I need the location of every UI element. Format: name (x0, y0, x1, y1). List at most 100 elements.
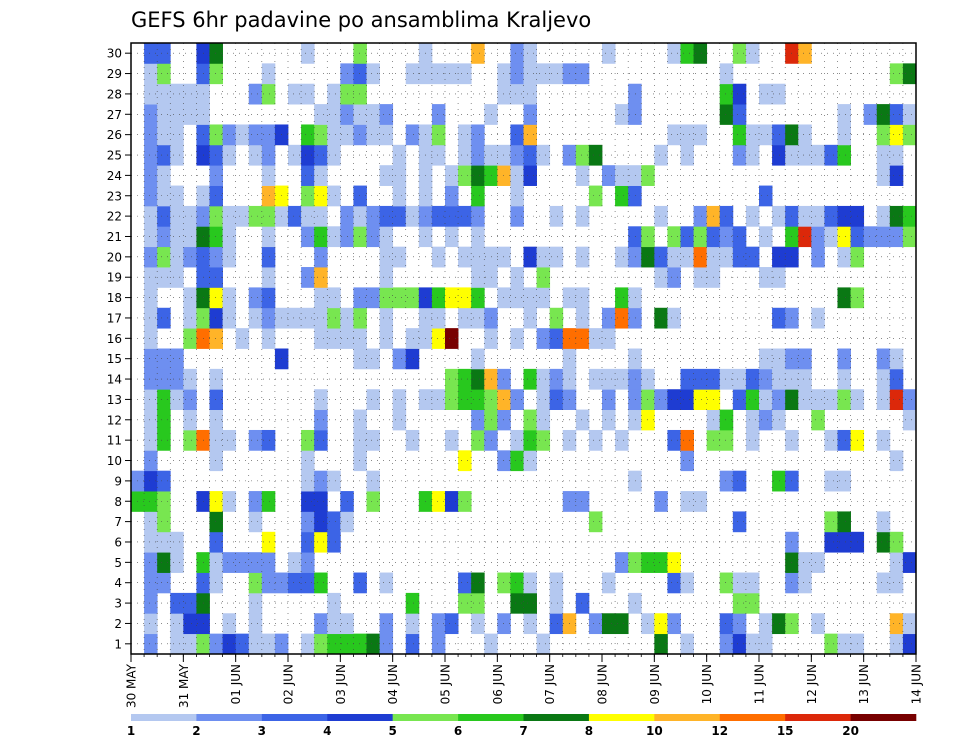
heatmap-cell (536, 144, 551, 166)
heatmap-cell (431, 246, 446, 268)
heatmap-cell (379, 633, 394, 655)
heatmap-cell (497, 572, 511, 594)
heatmap-cell (510, 450, 524, 472)
heatmap-cell (314, 613, 328, 635)
heatmap-cell (379, 124, 394, 146)
heatmap-cell (745, 144, 760, 166)
heatmap-cell (798, 572, 812, 594)
heatmap-cell (549, 307, 564, 329)
heatmap-cell (261, 287, 276, 309)
heatmap-cell (811, 205, 825, 227)
heatmap-cell (889, 552, 904, 573)
heatmap-cell (772, 83, 786, 105)
heatmap-cell (863, 226, 878, 248)
heatmap-cell (445, 185, 459, 207)
heatmap-cell (745, 43, 760, 64)
heatmap-cell (536, 267, 551, 288)
heatmap-cell (732, 246, 747, 268)
heatmap-cell (471, 287, 485, 309)
heatmap-cell (458, 491, 472, 512)
heatmap-cell (248, 83, 263, 105)
heatmap-cell (183, 226, 197, 248)
heatmap-cell (170, 613, 184, 635)
heatmap-cell (209, 144, 223, 166)
heatmap-cell (431, 389, 446, 410)
heatmap-cell (575, 409, 590, 431)
heatmap-cell (261, 572, 276, 594)
heatmap-cell (536, 368, 551, 390)
heatmap-cell (654, 267, 668, 288)
heatmap-cell (732, 104, 747, 125)
heatmap-cell (876, 124, 891, 146)
heatmap-cell (484, 246, 498, 268)
heatmap-cell (353, 450, 367, 472)
heatmap-cell (575, 144, 590, 166)
heatmap-cell (314, 633, 328, 655)
heatmap-cell (772, 409, 786, 431)
heatmap-cell (431, 144, 446, 166)
heatmap-cell (261, 165, 276, 186)
heatmap-cell (314, 267, 328, 288)
heatmap-cell (209, 552, 223, 573)
y-tick-label: 13 (107, 393, 122, 407)
heatmap-cell (183, 287, 197, 309)
heatmap-cell (628, 592, 642, 614)
y-tick-label: 3 (114, 597, 122, 611)
y-tick-label: 23 (107, 189, 122, 203)
heatmap-cell (379, 328, 394, 349)
heatmap-cell (523, 572, 537, 594)
heatmap-cell (379, 267, 394, 288)
heatmap-cell (471, 165, 485, 186)
heatmap-cell (157, 185, 171, 207)
heatmap-cell (301, 124, 315, 146)
y-tick-label: 20 (107, 250, 122, 264)
legend-label: 1 (127, 724, 135, 738)
heatmap-cell (680, 491, 694, 512)
heatmap-cell (719, 226, 734, 248)
heatmap-cell (575, 307, 590, 329)
heatmap-cell (144, 144, 158, 166)
heatmap-cell (889, 205, 904, 227)
heatmap-cell (471, 613, 485, 635)
heatmap-cell (183, 368, 197, 390)
heatmap-cell (549, 205, 564, 227)
heatmap-cell (301, 144, 315, 166)
y-tick-label: 24 (107, 169, 122, 183)
heatmap-cell (732, 613, 747, 635)
heatmap-cell (889, 368, 904, 390)
heatmap-cell (654, 491, 668, 512)
heatmap-cell (876, 226, 891, 248)
heatmap-cell (798, 205, 812, 227)
heatmap-cell (772, 470, 786, 492)
heatmap-cell (889, 63, 904, 85)
heatmap-cell (549, 389, 564, 410)
chart-title: GEFS 6hr padavine po ansamblima Kraljevo (131, 8, 591, 32)
heatmap-cell (798, 226, 812, 248)
heatmap-cell (314, 165, 328, 186)
heatmap-cell (261, 83, 276, 105)
heatmap-cell (902, 409, 917, 431)
heatmap-cell (445, 165, 459, 186)
heatmap-cell (157, 165, 171, 186)
legend-swatch (588, 714, 655, 721)
heatmap-cell (824, 429, 838, 451)
heatmap-cell (431, 124, 446, 146)
heatmap-cell (602, 165, 616, 186)
heatmap-cell (497, 63, 511, 85)
heatmap-cell (248, 572, 263, 594)
heatmap-cell (222, 429, 237, 451)
heatmap-cell (732, 83, 747, 105)
heatmap-cell (484, 389, 498, 410)
heatmap-cell (602, 328, 616, 349)
heatmap-cell (654, 307, 668, 329)
heatmap-cell (889, 389, 904, 410)
heatmap-cell (353, 287, 367, 309)
heatmap-cell (157, 491, 171, 512)
heatmap-cell (157, 389, 171, 410)
heatmap-cell (248, 124, 263, 146)
heatmap-cell (759, 83, 773, 105)
heatmap-cell (301, 307, 315, 329)
heatmap-cell (759, 368, 773, 390)
legend-swatch (392, 714, 459, 721)
heatmap-cell (588, 368, 603, 390)
